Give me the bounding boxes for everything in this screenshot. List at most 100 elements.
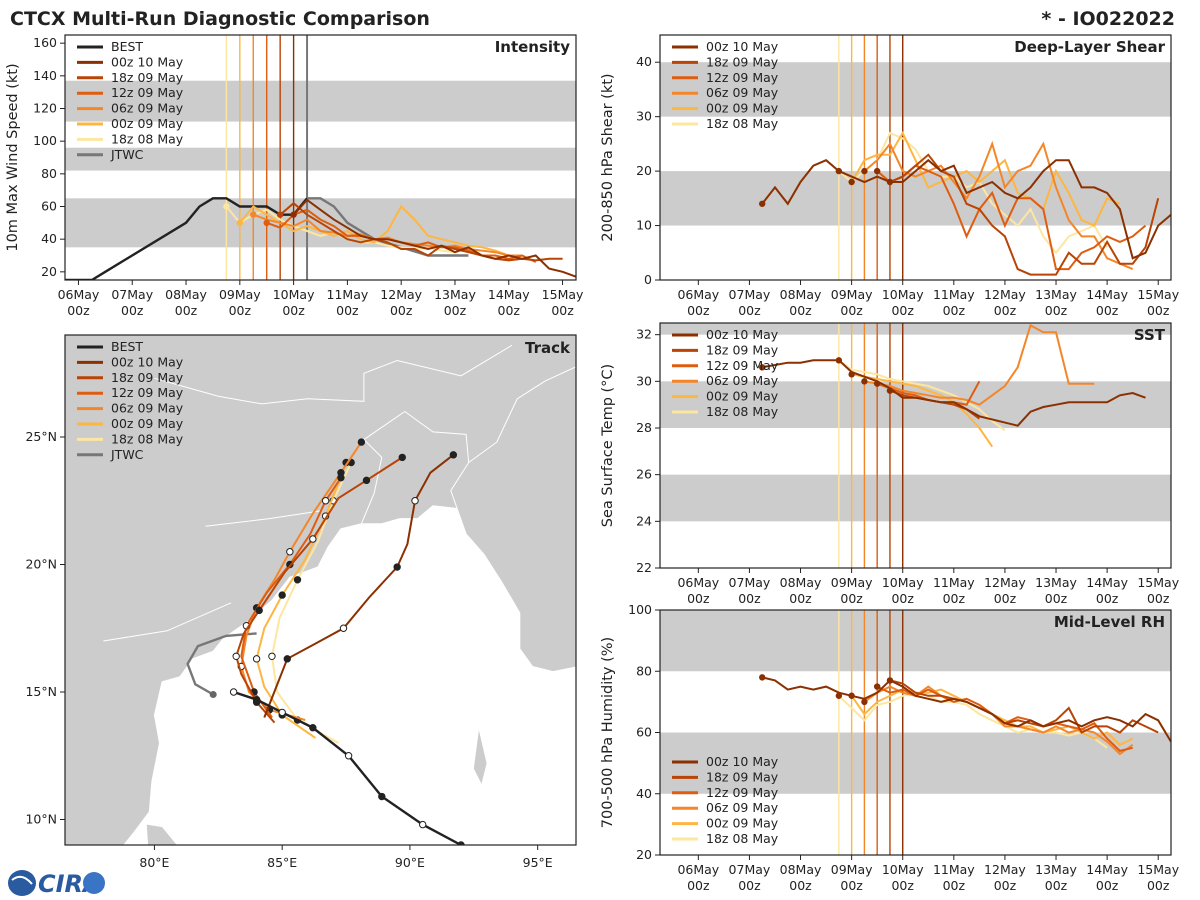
y-tick-label: 60 — [41, 199, 57, 214]
series-line — [876, 164, 1147, 271]
init-marker — [873, 167, 881, 175]
border-line — [360, 411, 406, 524]
y-tick-label: 40 — [636, 54, 652, 69]
legend-run-label: 12z 09 May — [111, 385, 184, 400]
y-tick-label: 20 — [636, 847, 652, 862]
legend-run-label: 06z 09 May — [706, 800, 779, 815]
init-marker — [290, 211, 297, 218]
map-frame — [64, 334, 577, 846]
x-tick-date: 11May — [933, 287, 975, 302]
x-tick-date: 15May — [1137, 287, 1179, 302]
x-tick-date: 06May — [58, 287, 100, 302]
init-marker — [848, 178, 855, 186]
legend-run-label: 00z 09 May — [111, 416, 184, 431]
y-tick-label: 22 — [636, 560, 652, 575]
x-tick-hour: 00z — [1045, 591, 1068, 606]
track-point — [321, 497, 330, 505]
track-point — [286, 548, 294, 556]
series-line — [838, 131, 1108, 255]
y-axis-label: 700-500 hPa Humidity (%) — [600, 637, 616, 828]
legend-best-label: BEST — [111, 339, 143, 354]
track-point — [411, 497, 419, 505]
x-tick-hour: 00z — [840, 878, 863, 893]
init-marker — [835, 692, 843, 699]
x-tick-hour: 00z — [891, 303, 914, 318]
x-tick-date: 15May — [1137, 862, 1179, 877]
x-tick-date: 11May — [933, 575, 975, 590]
legend-run-label: 06z 09 May — [111, 401, 184, 416]
x-tick-hour: 00z — [994, 878, 1017, 893]
y-tick-label: 80 — [41, 166, 57, 181]
track-point — [357, 438, 366, 446]
legend-run-label: 06z 09 May — [706, 373, 779, 388]
series-line — [889, 153, 1160, 276]
x-tick-hour: 00z — [1096, 878, 1119, 893]
track-point — [309, 535, 317, 543]
series-line — [864, 323, 1095, 406]
x-tick-date: 14May — [1086, 575, 1128, 590]
y-axis-label: 10m Max Wind Speed (kt) — [5, 63, 21, 251]
x-tick-date: 06May — [677, 862, 719, 877]
track-point — [283, 655, 291, 663]
legend-run-label: 00z 09 May — [706, 389, 779, 404]
gray-band — [65, 147, 576, 171]
legend-run-label: 00z 10 May — [706, 327, 779, 342]
y-tick-label: 60 — [636, 725, 652, 740]
x-tick-date: 12May — [984, 287, 1026, 302]
init-marker — [861, 378, 868, 385]
y-tick-label: 100 — [33, 133, 57, 148]
legend-run-label: 00z 10 May — [111, 354, 184, 369]
series-line — [252, 213, 523, 257]
legend-run-label: 12z 09 May — [706, 70, 779, 85]
legend-run-label: 00z 10 May — [111, 54, 184, 69]
series-line — [851, 373, 994, 448]
track-point — [232, 652, 240, 660]
border-line — [404, 411, 470, 535]
andaman-islands — [473, 730, 487, 784]
x-tick-hour: 00z — [1045, 303, 1068, 318]
x-tick-date: 12May — [380, 287, 422, 302]
x-tick-hour: 00z — [840, 303, 863, 318]
legend-run-label: 18z 08 May — [111, 431, 184, 446]
x-tick-date: 15May — [542, 287, 584, 302]
legend-jtwc-label: JTWC — [110, 147, 144, 162]
x-tick-date: 15May — [1137, 575, 1179, 590]
y-tick-label: 80 — [636, 663, 652, 678]
y-tick-label: 20 — [636, 163, 652, 178]
panel-title: Mid-Level RH — [1054, 613, 1165, 631]
y-tick-label: 160 — [33, 35, 57, 50]
x-tick-date: 07May — [729, 287, 771, 302]
y-tick-label: 40 — [636, 786, 652, 801]
legend-run-label: 18z 09 May — [706, 342, 779, 357]
axes-frame — [64, 34, 577, 281]
x-tick-date: 12May — [984, 575, 1026, 590]
x-tick-date: 07May — [729, 575, 771, 590]
y-tick-label: 24 — [636, 513, 652, 528]
track-point — [252, 655, 261, 663]
intensity-panel: 2040608010012014016006May00z07May00z08Ma… — [5, 34, 584, 318]
legend-run-label: 00z 10 May — [706, 39, 779, 54]
x-tick-hour: 00z — [687, 878, 710, 893]
legend-run-label: 18z 09 May — [706, 769, 779, 784]
logo-emblem-icon — [83, 872, 105, 894]
x-tick-hour: 00z — [943, 303, 966, 318]
track-point — [255, 606, 263, 615]
jtwc-marker — [209, 691, 217, 699]
sri-lanka — [146, 824, 177, 845]
init-marker — [873, 683, 881, 690]
init-marker — [861, 167, 868, 175]
x-tick-hour: 00z — [738, 878, 761, 893]
border-line — [468, 366, 576, 463]
track-point — [362, 476, 371, 485]
x-tick-hour: 00z — [738, 591, 761, 606]
x-tick-date: 10May — [882, 287, 924, 302]
track-point — [393, 563, 401, 571]
border-line — [154, 344, 513, 405]
x-tick-date: 06May — [677, 575, 719, 590]
x-tick-date: 07May — [729, 862, 771, 877]
y-tick-label: 120 — [33, 101, 57, 116]
forecast-track — [263, 454, 455, 718]
x-tick-hour: 00z — [687, 303, 710, 318]
init-marker — [250, 211, 257, 218]
series-line — [761, 676, 1171, 743]
